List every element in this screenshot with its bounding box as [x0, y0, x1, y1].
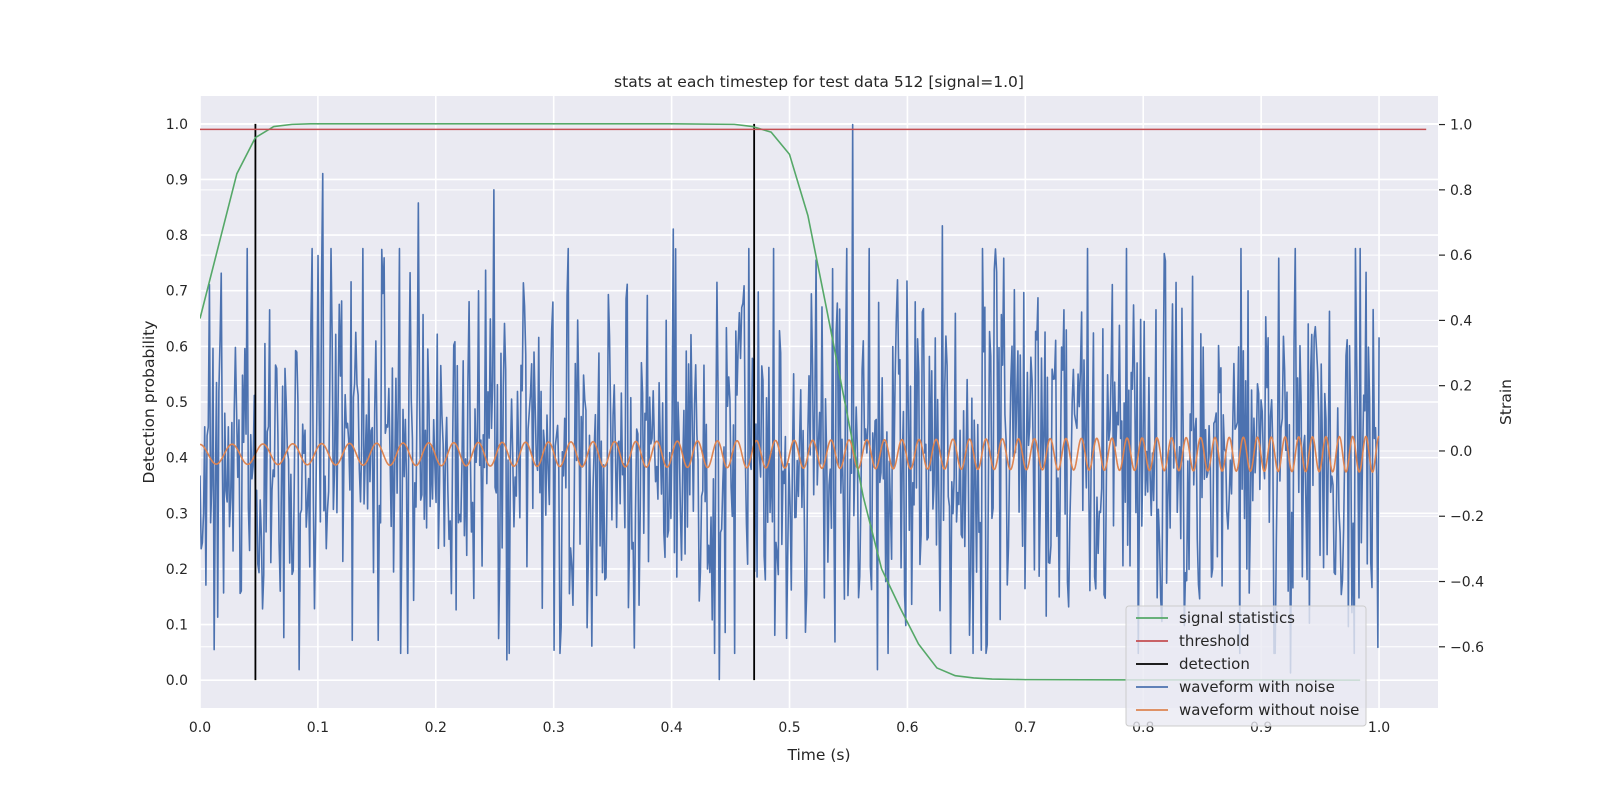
y-right-tick-label: −0.6 [1450, 640, 1484, 656]
y-right-tick-label: 0.4 [1450, 313, 1472, 329]
legend: signal statistics threshold detection wavef… [1125, 605, 1367, 727]
y-right-tick-label: −0.4 [1450, 575, 1484, 591]
y-right-tick-label: 1.0 [1450, 118, 1472, 134]
y-right-tick-label: 0.8 [1450, 183, 1472, 199]
legend-label-threshold: threshold [1179, 632, 1250, 650]
signal-statistics-line [200, 123, 1361, 681]
y-left-tick-label: 0.4 [166, 451, 188, 467]
y-left-axis-ticks: 0.0 0.1 0.2 0.3 0.4 0.5 0.6 0.7 0.8 0.9 1.0 [166, 117, 188, 689]
legend-label-signal-statistics: signal statistics [1179, 609, 1295, 627]
y-left-tick-label: 0.7 [166, 284, 188, 300]
y-right-tick-label: −0.2 [1450, 509, 1484, 525]
legend-box [1125, 605, 1367, 727]
y-left-tick-label: 1.0 [166, 117, 188, 133]
x-tick-label: 0.2 [425, 720, 447, 736]
waveform-without-noise-line [200, 435, 1380, 473]
y-left-tick-label: 0.2 [166, 562, 188, 578]
x-axis-title: Time (s) [786, 746, 850, 764]
legend-label-waveform-with-noise: waveform with noise [1179, 678, 1335, 696]
y-right-tick-label: 0.0 [1450, 444, 1472, 460]
y-left-tick-label: 0.8 [166, 228, 188, 244]
chart-title: stats at each timestep for test data 512… [614, 73, 1024, 91]
y-left-tick-label: 0.3 [166, 506, 188, 522]
y-right-axis-ticks: −0.6 −0.4 −0.2 0.0 0.2 0.4 0.6 0.8 1.0 [1439, 118, 1484, 656]
y-left-tick-label: 0.9 [166, 172, 188, 188]
x-tick-label: 0.5 [778, 720, 800, 736]
y-left-tick-label: 0.0 [166, 673, 188, 689]
y-right-axis-title: Strain [1497, 379, 1515, 425]
y-left-tick-label: 0.1 [166, 618, 188, 634]
legend-label-waveform-without-noise: waveform without noise [1179, 701, 1359, 719]
legend-label-detection: detection [1179, 655, 1250, 673]
x-tick-label: 0.4 [660, 720, 682, 736]
y-right-tick-label: 0.2 [1450, 379, 1472, 395]
y-left-axis-title: Detection probability [140, 321, 158, 484]
y-left-tick-label: 0.6 [166, 339, 188, 355]
detections [254, 123, 756, 681]
x-tick-label: 0.7 [1014, 720, 1036, 736]
x-tick-label: 0.0 [189, 720, 211, 736]
x-tick-label: 0.1 [307, 720, 329, 736]
x-tick-label: 0.6 [896, 720, 918, 736]
x-tick-label: 0.3 [543, 720, 565, 736]
x-tick-label: 1.0 [1368, 720, 1390, 736]
waveform-with-noise-line [200, 123, 1380, 681]
y-left-tick-label: 0.5 [166, 395, 188, 411]
plot-layer [200, 123, 1427, 681]
y-right-tick-label: 0.6 [1450, 248, 1472, 264]
x-axis-ticks: 0.0 0.1 0.2 0.3 0.4 0.5 0.6 0.7 0.8 0.9 1.0 [189, 720, 1390, 736]
